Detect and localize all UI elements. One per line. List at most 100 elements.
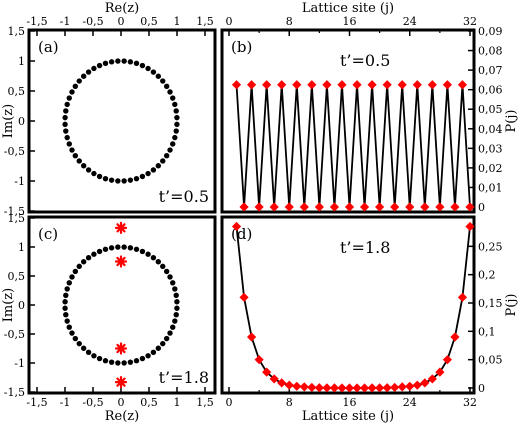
- data-point: [108, 177, 115, 183]
- data-point: [442, 80, 453, 90]
- data-point: [167, 330, 173, 336]
- x-tick-label: 0: [226, 396, 233, 409]
- x-axis-title: Re(z): [105, 409, 139, 424]
- data-point: [246, 80, 257, 90]
- data-point: [382, 80, 392, 90]
- data-point: [76, 340, 82, 347]
- data-point: [359, 383, 370, 393]
- y-tick-label: 1: [18, 55, 25, 68]
- data-point: [167, 274, 173, 280]
- data-point: [307, 382, 317, 393]
- data-point: [64, 134, 70, 141]
- data-point: [450, 202, 460, 212]
- data-point: [127, 359, 134, 365]
- data-point: [96, 173, 103, 180]
- x-tick-label: 0,5: [140, 396, 158, 409]
- data-point: [150, 69, 157, 75]
- x-tick-label: -0,5: [82, 15, 103, 28]
- y-tick-label: 0: [18, 299, 25, 312]
- data-point: [160, 340, 166, 347]
- data-point: [62, 114, 68, 121]
- data-point: [108, 359, 115, 365]
- y-tick-label: -1: [14, 175, 25, 188]
- series-line: [235, 84, 471, 208]
- data-point: [155, 163, 162, 169]
- x-axis-title: Lattice site (j): [302, 409, 394, 424]
- panel-frame: [220, 215, 476, 395]
- y-axis-title: Im(z): [1, 288, 16, 322]
- data-point: [239, 292, 249, 302]
- data-point: [337, 80, 347, 90]
- parameter-label: t’=0.5: [340, 51, 390, 70]
- data-point: [115, 360, 121, 366]
- panel-c: -1,5 -1 -0,5 0 0,5 1 1,5 -1,5 -1 -0,5 0 0,5 1 1,5 Re(z…: [1, 212, 217, 424]
- data-point: [145, 65, 151, 72]
- star-point: [114, 255, 128, 268]
- data-point: [231, 80, 242, 90]
- y-tick-label: -0,5: [4, 145, 25, 158]
- x-axis-title: Lattice site (j): [302, 1, 394, 16]
- data-point: [127, 177, 134, 183]
- data-point: [172, 286, 178, 292]
- y-tick-label: -1: [14, 357, 25, 370]
- data-point: [239, 202, 249, 212]
- data-point: [155, 259, 162, 265]
- data-point: [277, 378, 287, 388]
- data-point: [390, 202, 400, 212]
- data-point: [155, 345, 162, 351]
- x-tick-label: -1: [60, 396, 71, 409]
- data-point: [163, 268, 170, 275]
- data-point: [150, 349, 157, 356]
- data-point: [102, 60, 109, 67]
- data-point: [254, 202, 264, 212]
- data-point: [465, 221, 475, 232]
- data-point: [427, 374, 437, 384]
- data-point: [96, 62, 103, 69]
- x-tick-label: 1,5: [196, 15, 214, 28]
- data-point: [108, 59, 115, 65]
- data-point: [170, 95, 176, 101]
- data-point: [246, 332, 257, 342]
- data-point: [80, 259, 87, 265]
- data-point: [139, 173, 146, 180]
- panel-a: -1,5 -1 -0,5 0 0,5 1 1,5-1,5-1-0,500,511,5Re(z…: [1, 1, 217, 218]
- data-point: [85, 254, 92, 261]
- data-point: [76, 78, 82, 84]
- data-point: [405, 381, 415, 391]
- data-point: [121, 360, 127, 366]
- x-tick-label: 8: [286, 15, 293, 28]
- data-point: [450, 332, 460, 342]
- x-tick-label: 0: [226, 15, 233, 28]
- data-point: [170, 280, 176, 286]
- parameter-label: t’=1.8: [159, 368, 209, 387]
- data-point: [91, 251, 97, 257]
- data-point: [174, 121, 180, 128]
- data-point: [127, 59, 134, 65]
- data-point: [292, 381, 302, 391]
- data-point: [174, 299, 180, 305]
- data-point: [284, 202, 294, 212]
- data-point: [121, 244, 127, 250]
- x-tick-label: 32: [463, 15, 477, 28]
- data-point: [412, 380, 422, 390]
- y-tick-label: 1: [18, 241, 25, 254]
- data-point: [115, 178, 121, 184]
- x-tick-label: 1: [174, 396, 181, 409]
- panel-frame: [27, 215, 217, 395]
- data-point: [231, 221, 242, 232]
- data-point: [121, 58, 127, 64]
- y-tick-label: 0,2: [478, 269, 496, 282]
- data-point: [344, 383, 355, 393]
- data-point: [160, 263, 166, 270]
- data-point: [85, 167, 92, 173]
- x-tick-label: -0,5: [82, 396, 103, 409]
- data-point: [91, 170, 97, 177]
- x-tick-label: 24: [403, 15, 417, 28]
- data-point: [307, 80, 317, 90]
- data-point: [367, 80, 377, 90]
- x-tick-label: 0: [118, 15, 125, 28]
- y-tick-label: -1,5: [4, 386, 25, 399]
- data-point: [72, 83, 79, 89]
- data-point: [85, 69, 92, 75]
